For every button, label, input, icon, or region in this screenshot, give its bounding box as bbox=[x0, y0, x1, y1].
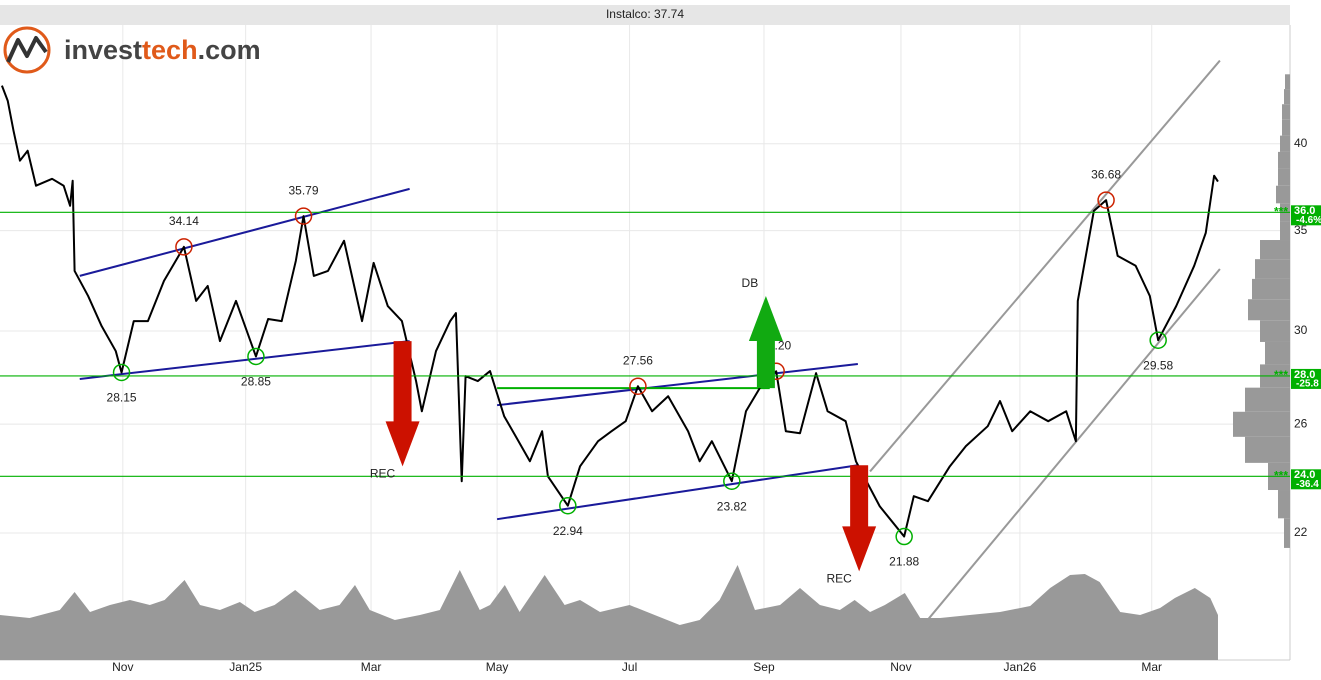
profile-bar bbox=[1255, 259, 1290, 279]
x-tick-label: Mar bbox=[1141, 660, 1162, 674]
logo-text-part: tech bbox=[142, 35, 198, 65]
x-tick-label: Mar bbox=[361, 660, 382, 674]
trendline bbox=[869, 59, 1221, 473]
signal-label: REC bbox=[370, 467, 396, 481]
trendline bbox=[927, 268, 1221, 621]
y-tick-label: 30 bbox=[1294, 323, 1308, 337]
pivot-label: 29.58 bbox=[1143, 358, 1173, 372]
level-label: 28.0 bbox=[1294, 369, 1315, 381]
title-bar bbox=[0, 5, 1290, 25]
signal-arrow bbox=[842, 465, 877, 572]
level-change: -25.8 bbox=[1296, 379, 1319, 390]
pivot-circle bbox=[723, 472, 741, 490]
profile-bar bbox=[1245, 436, 1290, 463]
level-change: -4.6% bbox=[1296, 215, 1321, 226]
x-tick-label: May bbox=[486, 660, 509, 674]
level-box bbox=[1291, 469, 1321, 490]
pivot-circle bbox=[294, 207, 313, 225]
profile-bar bbox=[1245, 387, 1290, 412]
pivot-label: 28.85 bbox=[241, 375, 271, 389]
logo-icon-line bbox=[6, 36, 48, 63]
x-tick-label: Jul bbox=[622, 660, 637, 674]
level-label: 36.0 bbox=[1294, 205, 1315, 217]
pivot-circle bbox=[1097, 191, 1115, 209]
volume-area bbox=[0, 565, 1218, 660]
pivot-label: 23.82 bbox=[717, 499, 747, 513]
profile-bar bbox=[1285, 74, 1290, 90]
profile-bar bbox=[1276, 185, 1290, 204]
x-tick-label: Sep bbox=[753, 660, 775, 674]
signal-arrow bbox=[385, 341, 420, 467]
pivot-circle bbox=[559, 496, 577, 515]
logo-text-part: .com bbox=[198, 35, 261, 65]
y-tick-label: 35 bbox=[1294, 223, 1308, 237]
trendline bbox=[79, 187, 410, 277]
signal-arrow bbox=[748, 295, 783, 389]
plot bbox=[0, 25, 1290, 660]
logo-text-part: invest bbox=[64, 35, 142, 65]
logo: investtech.com bbox=[3, 26, 261, 74]
signal-label: REC bbox=[826, 572, 852, 586]
y-tick-label: 40 bbox=[1294, 136, 1308, 150]
profile-bar bbox=[1282, 119, 1290, 136]
profile-bar bbox=[1260, 320, 1290, 342]
profile-bar bbox=[1260, 240, 1290, 260]
signal-label: DB bbox=[742, 276, 759, 290]
profile-bar bbox=[1233, 411, 1290, 437]
y-tick-label: 26 bbox=[1294, 416, 1308, 430]
pivot-circle bbox=[629, 377, 647, 395]
x-tick-label: Jan25 bbox=[229, 660, 262, 674]
pivot-circle bbox=[175, 238, 193, 256]
x-tick-label: Jan26 bbox=[1004, 660, 1037, 674]
pivot-label: 35.79 bbox=[289, 183, 319, 197]
pivot-circle bbox=[1149, 331, 1167, 349]
profile-bar bbox=[1278, 168, 1290, 186]
profile-bar bbox=[1284, 89, 1290, 105]
profile-bar bbox=[1284, 518, 1290, 548]
y-tick-label: 22 bbox=[1294, 525, 1308, 539]
level-label: 24.0 bbox=[1294, 469, 1315, 481]
pivot-label: 28.15 bbox=[107, 391, 137, 405]
profile-bar bbox=[1248, 299, 1290, 321]
profile-bar bbox=[1278, 490, 1290, 519]
x-tick-label: Nov bbox=[112, 660, 133, 674]
level-box bbox=[1291, 205, 1321, 226]
profile-bar bbox=[1265, 341, 1290, 365]
level-box bbox=[1291, 368, 1321, 389]
pivot-label: 22.94 bbox=[553, 524, 583, 538]
profile-bar bbox=[1252, 278, 1290, 300]
price-line bbox=[0, 85, 1219, 538]
profile-bar bbox=[1280, 135, 1290, 152]
level-change: -36.4 bbox=[1296, 479, 1319, 490]
x-tick-label: Nov bbox=[890, 660, 911, 674]
level-marker: *** bbox=[1274, 368, 1288, 382]
pivot-label: 34.14 bbox=[169, 214, 199, 228]
logo-text: investtech.com bbox=[64, 35, 261, 65]
profile-bar bbox=[1280, 221, 1290, 241]
trendline bbox=[79, 340, 410, 380]
profile-bar bbox=[1282, 104, 1290, 120]
level-marker: *** bbox=[1274, 468, 1288, 482]
pivot-label: 36.68 bbox=[1091, 167, 1121, 181]
trendline bbox=[496, 362, 858, 407]
profile-bar bbox=[1278, 151, 1290, 169]
pivot-circle bbox=[247, 347, 265, 366]
level-marker: *** bbox=[1274, 204, 1288, 218]
trendline bbox=[496, 464, 859, 521]
pivot-label: 27.56 bbox=[623, 353, 653, 367]
pivot-circle bbox=[895, 527, 913, 546]
pivot-label: 21.88 bbox=[889, 555, 919, 569]
chart-title: Instalco: 37.74 bbox=[606, 7, 684, 21]
pivot-circle bbox=[112, 363, 131, 382]
